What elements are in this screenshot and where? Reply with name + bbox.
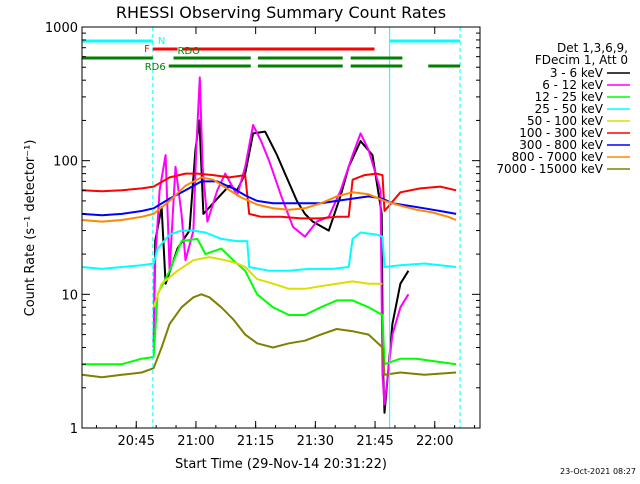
y-tick-label-2: 100 <box>53 155 78 170</box>
legend-label-0: 3 - 6 keV <box>550 66 604 80</box>
legend-label-1: 6 - 12 keV <box>542 78 604 92</box>
series-line-4 <box>152 256 383 308</box>
legend-header-line-2: FDecim 1, Att 0 <box>535 53 628 67</box>
status-bar-label-rd6: RD6 <box>145 62 166 73</box>
series-line-7 <box>81 176 457 223</box>
axis-layer: 20:45 21:00 21:15 21:30 21:45 22:00 1 10 100 1000 <box>45 21 480 449</box>
status-layer: NF RDO RD6 <box>82 27 461 428</box>
series-line-6 <box>81 180 457 217</box>
x-tick-label-2: 21:15 <box>237 434 274 449</box>
legend-label-3: 25 - 50 keV <box>535 102 604 116</box>
legend-header-line-1: Det 1,3,6,9, <box>557 41 628 55</box>
x-tick-label-1: 21:00 <box>177 434 214 449</box>
y-axis-label: Count Rate (s⁻¹ detector⁻¹) <box>23 140 38 317</box>
y-tick-label-0: 1 <box>70 422 78 437</box>
series-line-0 <box>152 119 410 414</box>
status-bar-label-f: F <box>144 44 150 55</box>
series-layer <box>81 76 457 414</box>
x-tick-label-5: 22:00 <box>416 434 453 449</box>
legend-label-8: 7000 - 15000 keV <box>496 162 603 176</box>
chart-title: RHESSI Observing Summary Count Rates <box>116 3 446 22</box>
y-tick-label-1: 10 <box>61 288 78 303</box>
legend-label-5: 100 - 300 keV <box>519 126 603 140</box>
series-line-3 <box>81 229 457 272</box>
footer-timestamp: 23-Oct-2021 08:27 <box>560 467 636 476</box>
x-tick-label-0: 20:45 <box>118 434 155 449</box>
x-tick-label-3: 21:30 <box>297 434 334 449</box>
series-line-1 <box>152 76 410 406</box>
legend-label-6: 300 - 800 keV <box>519 138 603 152</box>
status-bar-label-rdo: RDO <box>178 46 201 57</box>
legend-label-4: 50 - 100 keV <box>527 114 604 128</box>
series-line-8 <box>81 293 457 379</box>
legend-label-2: 12 - 25 keV <box>535 90 604 104</box>
x-axis-label: Start Time (29-Nov-14 20:31:22) <box>175 457 387 472</box>
plot-frame <box>81 26 481 429</box>
series-line-2 <box>82 237 457 366</box>
y-tick-label-3: 1000 <box>45 21 78 36</box>
legend-label-7: 800 - 7000 keV <box>512 150 604 164</box>
status-bar-label-n: N <box>158 36 165 47</box>
x-tick-label-4: 21:45 <box>356 434 393 449</box>
